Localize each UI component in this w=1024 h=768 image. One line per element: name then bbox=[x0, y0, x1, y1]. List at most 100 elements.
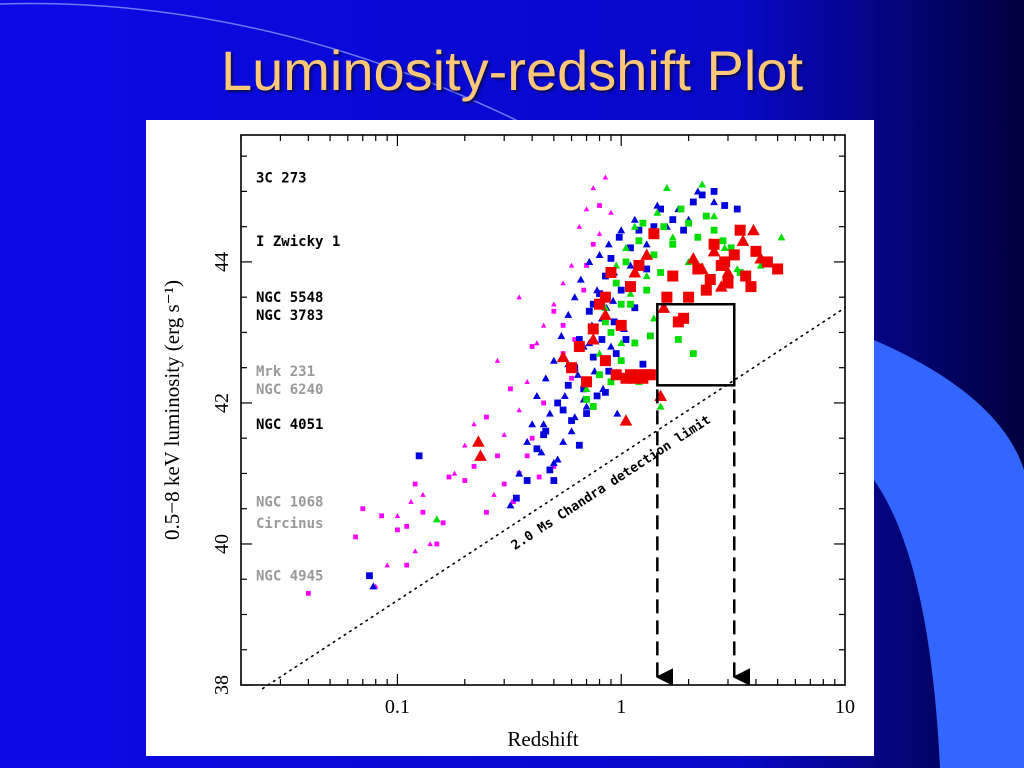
data-point bbox=[420, 491, 426, 497]
data-point bbox=[727, 244, 735, 252]
data-point bbox=[642, 240, 651, 248]
data-point bbox=[501, 481, 507, 487]
data-point bbox=[605, 367, 613, 375]
data-point bbox=[536, 474, 542, 480]
data-point bbox=[395, 527, 400, 533]
data-point bbox=[710, 226, 718, 234]
data-point bbox=[541, 400, 547, 406]
data-point bbox=[564, 381, 572, 389]
data-point bbox=[692, 263, 704, 275]
x-tick-label: 0.1 bbox=[385, 696, 410, 718]
data-point bbox=[567, 427, 576, 435]
data-point bbox=[589, 353, 597, 361]
data-point bbox=[602, 174, 609, 180]
data-point bbox=[516, 294, 522, 300]
data-point bbox=[593, 286, 601, 294]
data-point bbox=[617, 286, 625, 294]
reference-object-label: NGC 3783 bbox=[256, 308, 323, 324]
data-point bbox=[415, 452, 423, 460]
data-point bbox=[608, 209, 614, 215]
data-point bbox=[432, 515, 441, 523]
data-point bbox=[596, 371, 603, 379]
data-point bbox=[689, 198, 697, 206]
data-point bbox=[710, 212, 718, 220]
data-point bbox=[698, 191, 706, 199]
data-point bbox=[557, 332, 566, 340]
data-point bbox=[617, 300, 625, 308]
data-point bbox=[404, 523, 410, 529]
data-point bbox=[595, 349, 604, 357]
data-point bbox=[719, 237, 727, 245]
data-point bbox=[689, 350, 697, 357]
data-point bbox=[484, 509, 489, 515]
data-point bbox=[427, 541, 433, 547]
data-point bbox=[734, 224, 746, 236]
data-point bbox=[626, 261, 635, 269]
data-point bbox=[607, 342, 615, 350]
data-point bbox=[583, 206, 590, 212]
data-point bbox=[639, 360, 647, 368]
data-point bbox=[596, 290, 603, 298]
data-point bbox=[733, 205, 741, 213]
y-tick-label: 38 bbox=[211, 675, 233, 695]
data-point bbox=[566, 362, 578, 374]
data-point bbox=[613, 409, 622, 417]
data-point bbox=[539, 420, 548, 428]
data-point bbox=[581, 287, 587, 293]
data-point bbox=[506, 501, 515, 509]
y-tick-label: 40 bbox=[211, 534, 233, 554]
data-point bbox=[639, 219, 647, 227]
y-axis-title: 0.5−8 keV luminosity (erg s⁻¹) bbox=[160, 280, 184, 540]
data-point bbox=[501, 431, 507, 437]
data-point bbox=[602, 318, 609, 326]
data-point bbox=[551, 301, 557, 307]
data-point bbox=[576, 223, 583, 229]
data-point bbox=[540, 431, 548, 439]
data-point bbox=[541, 374, 550, 382]
data-point bbox=[564, 310, 573, 318]
data-point bbox=[584, 263, 589, 268]
plot-frame bbox=[240, 134, 846, 686]
scatter-chart: 0.1 1 10 38 40 42 44 2.0 Ms Chandra detection … bbox=[160, 134, 855, 751]
data-point bbox=[560, 322, 566, 328]
data-point bbox=[660, 223, 668, 231]
data-point bbox=[643, 265, 651, 273]
data-point bbox=[533, 445, 541, 453]
data-point bbox=[379, 513, 385, 519]
data-point bbox=[646, 332, 654, 340]
data-point bbox=[551, 464, 557, 469]
data-point bbox=[560, 280, 566, 286]
top-swoosh-line bbox=[0, 2, 521, 123]
data-point bbox=[610, 369, 622, 381]
data-point bbox=[642, 272, 651, 280]
data-point bbox=[777, 233, 786, 241]
data-point bbox=[594, 298, 606, 310]
data-point bbox=[602, 272, 609, 280]
data-point bbox=[619, 414, 633, 426]
data-point bbox=[610, 318, 618, 326]
data-point bbox=[740, 270, 752, 282]
data-point bbox=[585, 307, 593, 315]
data-point bbox=[462, 478, 468, 483]
data-point bbox=[471, 421, 477, 427]
data-point bbox=[661, 291, 673, 303]
data-point bbox=[585, 258, 594, 266]
data-point bbox=[494, 357, 501, 363]
data-point bbox=[534, 340, 540, 346]
data-point bbox=[707, 245, 721, 257]
data-point bbox=[553, 455, 562, 463]
data-point bbox=[615, 233, 623, 241]
data-point bbox=[650, 314, 658, 322]
data-point bbox=[657, 269, 665, 276]
data-point bbox=[523, 437, 532, 445]
data-point bbox=[495, 453, 500, 459]
data-point bbox=[573, 370, 582, 378]
data-point bbox=[512, 494, 520, 502]
detection-limit-line bbox=[261, 306, 846, 690]
data-point bbox=[761, 256, 773, 268]
data-point bbox=[622, 258, 630, 266]
data-point bbox=[686, 252, 700, 264]
data-point bbox=[700, 284, 712, 296]
data-point bbox=[650, 251, 658, 259]
data-point bbox=[559, 406, 567, 414]
